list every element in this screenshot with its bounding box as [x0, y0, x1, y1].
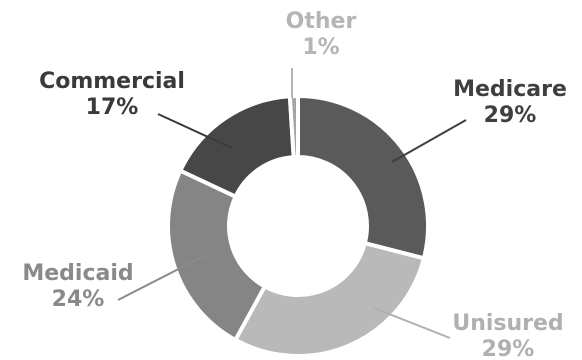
slice-medicare — [296, 93, 430, 261]
leader-line-medicaid — [117, 255, 205, 301]
slice-value-commercial: 17% — [86, 95, 139, 120]
slice-label-other: Other — [286, 9, 357, 34]
leader-line-commercial — [157, 113, 233, 149]
slice-label-medicaid: Medicaid — [22, 261, 133, 286]
slice-label-unisured: Unisured — [452, 311, 563, 336]
slice-value-medicaid: 24% — [52, 287, 105, 312]
leader-line-medicare — [391, 119, 467, 163]
slice-label-medicare: Medicare — [453, 77, 567, 102]
slice-value-unisured: 29% — [482, 337, 535, 360]
slice-value-other: 1% — [302, 35, 339, 60]
slice-medicaid — [166, 167, 268, 343]
slice-unisured — [232, 240, 427, 358]
slice-label-commercial: Commercial — [39, 69, 185, 94]
leader-line-unisured — [373, 307, 451, 339]
slice-value-medicare: 29% — [484, 103, 537, 128]
